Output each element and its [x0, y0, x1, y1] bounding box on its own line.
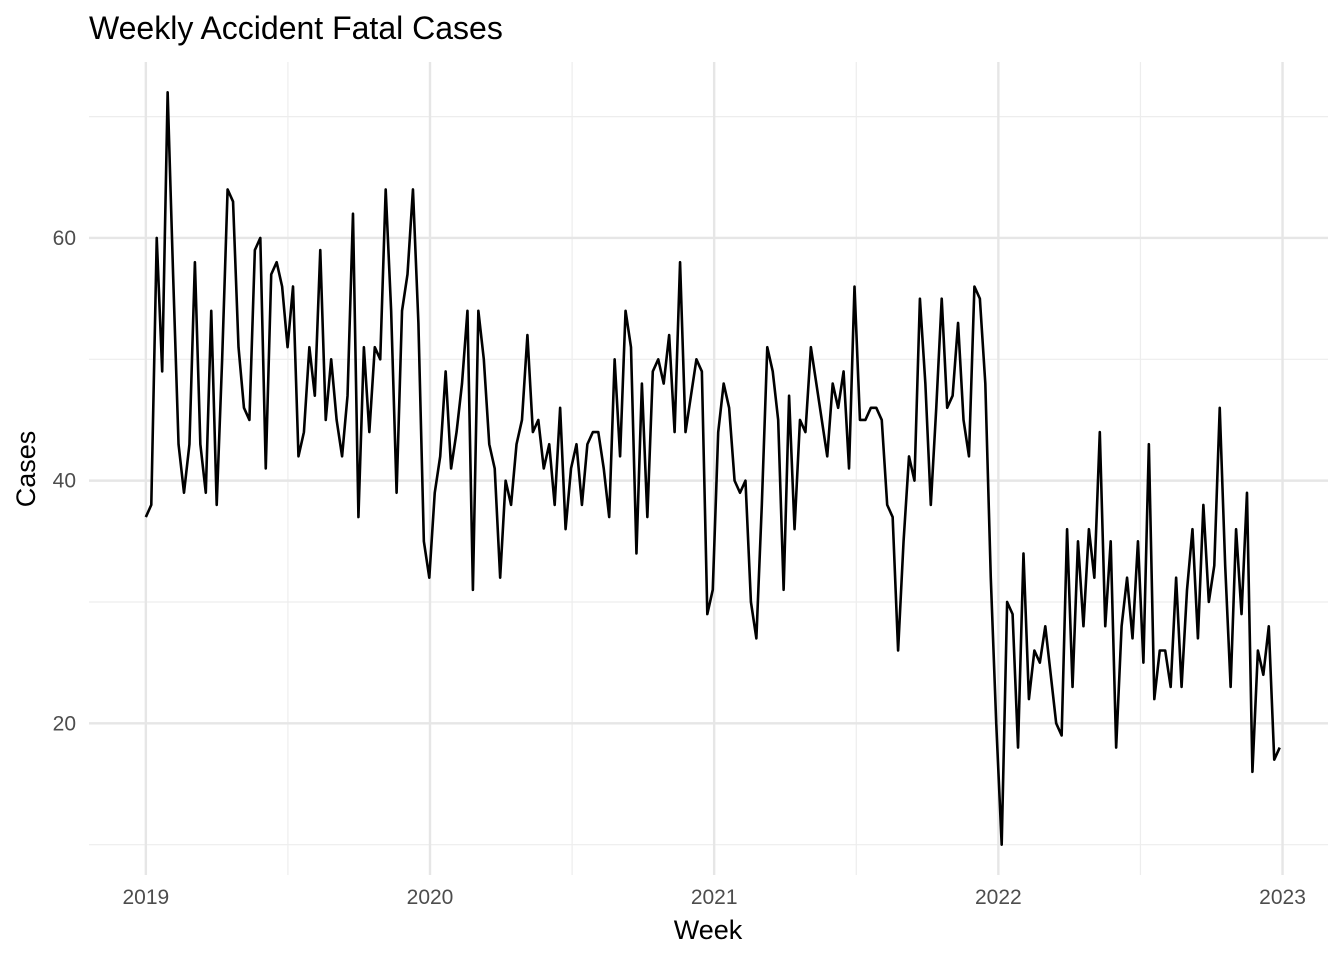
x-tick-label: 2019 [122, 886, 169, 909]
x-axis-title: Week [674, 915, 743, 945]
y-tick-label: 20 [53, 712, 76, 735]
minor-gridlines [89, 62, 1328, 875]
y-tick-label: 40 [53, 470, 76, 493]
y-tick-label: 60 [53, 227, 76, 250]
x-tick-label: 2023 [1259, 886, 1306, 909]
x-tick-label: 2021 [691, 886, 738, 909]
series-layer [144, 91, 1281, 846]
x-tick-label: 2022 [975, 886, 1022, 909]
y-axis-title: Cases [11, 431, 41, 508]
chart-title: Weekly Accident Fatal Cases [89, 10, 503, 46]
x-tick-label: 2020 [407, 886, 454, 909]
major-gridlines [89, 62, 1328, 875]
series-line [144, 91, 1281, 846]
x-axis-tick-labels: 2019 2020 2021 2022 2023 [122, 886, 1305, 909]
y-axis-tick-labels: 20 40 60 [53, 227, 76, 735]
